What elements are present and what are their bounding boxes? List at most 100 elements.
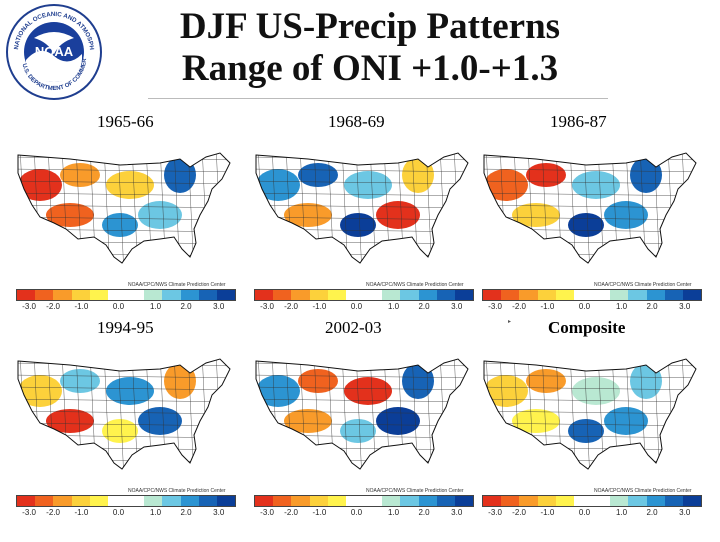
panel-label-1968-69: 1968-69 bbox=[328, 112, 385, 131]
colorbar-tick-label: -3.0 bbox=[22, 302, 36, 311]
colorbar-tick-label: -3.0 bbox=[488, 508, 502, 517]
panel-label-1986-87: 1986-87 bbox=[550, 112, 607, 131]
colorbar-swatch bbox=[664, 290, 683, 300]
noaa-logo: NOAA NATIONAL OCEANIC AND ATMOSPHERIC AD… bbox=[1, 0, 104, 102]
colorbar-swatch bbox=[291, 290, 310, 300]
us-outline bbox=[483, 152, 697, 264]
colorbar-tick-label: 0.0 bbox=[350, 302, 363, 311]
colorbar-swatch bbox=[107, 496, 127, 506]
colorbar-tick-label: 2.0 bbox=[646, 508, 658, 517]
colorbar-swatch bbox=[537, 290, 556, 300]
colorbar-swatch bbox=[610, 290, 629, 300]
colorbar-swatch bbox=[144, 496, 163, 506]
colorbar-ticks: -3.0 -2.0 -1.0 0.0 1.0 2.0 3.0 bbox=[482, 508, 700, 520]
colorbar-swatch bbox=[162, 496, 181, 506]
colorbar-swatch bbox=[255, 290, 274, 300]
precip-anomaly-region bbox=[106, 377, 154, 405]
colorbar-tick-label: -1.0 bbox=[540, 508, 555, 517]
colorbar-swatch bbox=[71, 496, 90, 506]
us-precip-map bbox=[483, 358, 697, 470]
colorbar-swatch bbox=[35, 496, 54, 506]
colorbar bbox=[254, 289, 474, 301]
precip-anomaly-region bbox=[484, 169, 528, 201]
precip-anomaly-region bbox=[138, 201, 182, 229]
colorbar-swatch bbox=[454, 496, 474, 506]
precip-anomaly-region bbox=[512, 203, 560, 227]
precip-anomaly-region bbox=[106, 171, 154, 199]
colorbar-swatch bbox=[682, 496, 702, 506]
colorbar-swatch bbox=[436, 290, 455, 300]
colorbar-tick-label: -3.0 bbox=[260, 508, 274, 517]
colorbar-tick-label: -1.0 bbox=[312, 508, 327, 517]
colorbar-ticks: -3.0 -2.0 -1.0 0.0 1.0 2.0 3.0 bbox=[16, 508, 234, 520]
colorbar-swatch bbox=[573, 496, 593, 506]
us-precip-map bbox=[255, 358, 469, 470]
precip-anomaly-region bbox=[256, 169, 300, 201]
colorbar-tick-label: 3.0 bbox=[213, 302, 225, 311]
precip-anomaly-region bbox=[164, 363, 196, 399]
panel-label-2002-03: 2002-03 bbox=[325, 318, 382, 337]
title-line-1: DJF US-Precip Patterns bbox=[179, 6, 561, 47]
colorbar-tick-label: -3.0 bbox=[260, 302, 274, 311]
colorbar-tick-label: 1.0 bbox=[387, 302, 400, 311]
precip-anomaly-region bbox=[298, 163, 338, 187]
colorbar-swatch bbox=[216, 290, 236, 300]
colorbar-swatch bbox=[646, 290, 665, 300]
precip-anomaly-region bbox=[340, 213, 376, 237]
colorbar-tick-label: 0.0 bbox=[112, 508, 125, 517]
colorbar-swatch bbox=[418, 496, 437, 506]
precip-anomaly-region bbox=[298, 369, 338, 393]
colorbar-swatch bbox=[273, 496, 292, 506]
map-panel-composite: NOAA/CPC/NWS Climate Prediction Center -3… bbox=[476, 330, 708, 542]
colorbar-swatch bbox=[345, 290, 365, 300]
precip-anomaly-region bbox=[344, 377, 392, 405]
precip-anomaly-region bbox=[102, 213, 138, 237]
precip-anomaly-region bbox=[344, 171, 392, 199]
colorbar-swatch bbox=[345, 496, 365, 506]
map-credit: NOAA/CPC/NWS Climate Prediction Center bbox=[594, 282, 692, 288]
colorbar-swatch bbox=[483, 496, 502, 506]
colorbar-swatch bbox=[89, 290, 108, 300]
colorbar-swatch bbox=[519, 290, 538, 300]
precip-anomaly-region bbox=[18, 375, 62, 407]
us-outline bbox=[255, 152, 469, 264]
precip-anomaly-region bbox=[46, 203, 94, 227]
precip-anomaly-region bbox=[604, 407, 648, 435]
precip-anomaly-region bbox=[18, 169, 62, 201]
colorbar-swatch bbox=[327, 496, 346, 506]
colorbar-swatch bbox=[682, 290, 702, 300]
colorbar-tick-label: -3.0 bbox=[488, 302, 502, 311]
colorbar-swatch bbox=[71, 290, 90, 300]
colorbar-swatch bbox=[291, 496, 310, 506]
colorbar-tick-label: -2.0 bbox=[512, 302, 526, 311]
colorbar-swatch bbox=[17, 290, 36, 300]
precip-anomaly-region bbox=[568, 213, 604, 237]
panel-label-1994-95: 1994-95 bbox=[97, 318, 154, 337]
precip-anomaly-region bbox=[46, 409, 94, 433]
precip-anomaly-region bbox=[376, 407, 420, 435]
colorbar-swatch bbox=[400, 290, 419, 300]
colorbar-tick-label: 1.0 bbox=[615, 508, 628, 517]
precip-anomaly-region bbox=[284, 409, 332, 433]
colorbar-ticks: -3.0 -2.0 -1.0 0.0 1.0 2.0 3.0 bbox=[16, 302, 234, 314]
colorbar-tick-label: -2.0 bbox=[284, 508, 298, 517]
colorbar-tick-label: 1.0 bbox=[149, 302, 162, 311]
colorbar-swatch bbox=[555, 496, 574, 506]
colorbar-swatch bbox=[180, 290, 199, 300]
colorbar-tick-label: 2.0 bbox=[418, 508, 430, 517]
precip-anomaly-region bbox=[256, 375, 300, 407]
us-precip-map bbox=[255, 152, 469, 264]
colorbar-swatch bbox=[418, 290, 437, 300]
colorbar-swatch bbox=[400, 496, 419, 506]
precip-anomaly-region bbox=[284, 203, 332, 227]
colorbar-tick-label: 0.0 bbox=[350, 508, 363, 517]
colorbar-swatch bbox=[592, 290, 611, 300]
precip-anomaly-region bbox=[572, 377, 620, 405]
panel-label-composite: Composite bbox=[548, 318, 626, 337]
colorbar-tick-label: -1.0 bbox=[540, 302, 555, 311]
colorbar-swatch bbox=[309, 496, 328, 506]
colorbar-tick-label: 2.0 bbox=[418, 302, 430, 311]
us-precip-map bbox=[483, 152, 697, 264]
map-credit: NOAA/CPC/NWS Climate Prediction Center bbox=[366, 488, 464, 494]
colorbar-ticks: -3.0 -2.0 -1.0 0.0 1.0 2.0 3.0 bbox=[254, 302, 472, 314]
